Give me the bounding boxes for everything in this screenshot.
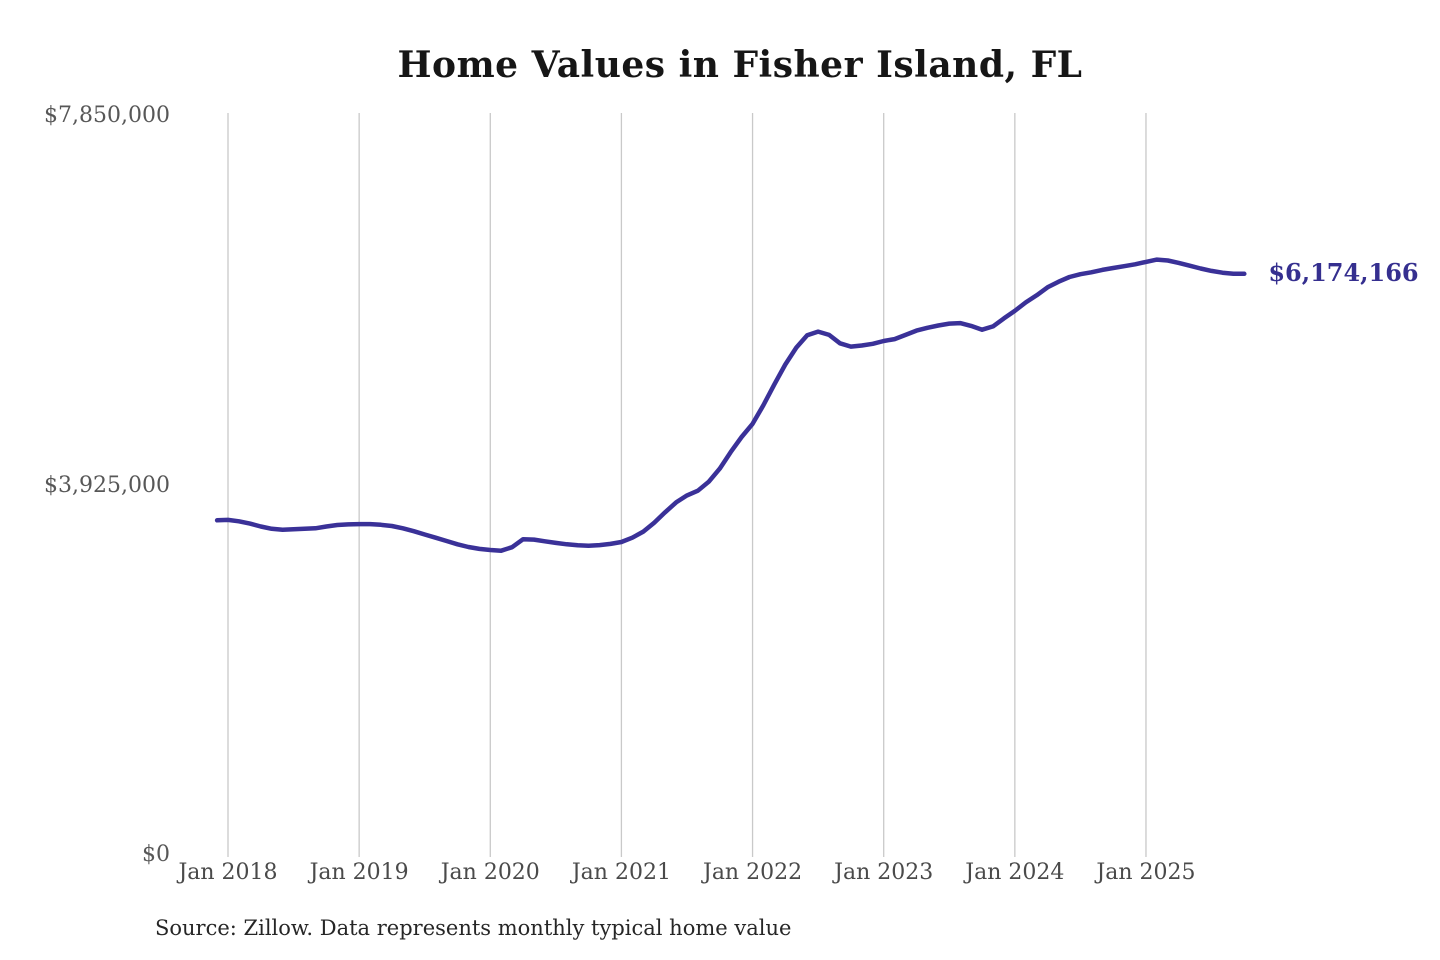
x-tick-label: Jan 2022 xyxy=(703,860,803,885)
source-note: Source: Zillow. Data represents monthly … xyxy=(155,916,792,940)
x-tick-label: Jan 2023 xyxy=(834,860,934,885)
y-tick-label: $3,925,000 xyxy=(44,472,170,498)
x-tick-label: Jan 2025 xyxy=(1096,860,1196,885)
x-tick-label: Jan 2021 xyxy=(571,860,671,885)
x-tick-label: Jan 2018 xyxy=(178,860,278,885)
y-tick-label: $0 xyxy=(142,842,170,867)
y-tick-label: $7,850,000 xyxy=(44,103,170,128)
vertical-gridlines xyxy=(227,113,1147,857)
chart-title: Home Values in Fisher Island, FL xyxy=(397,44,1083,86)
latest-value-label: $6,174,166 xyxy=(1268,257,1419,287)
x-tick-label: Jan 2019 xyxy=(309,860,409,885)
x-tick-label: Jan 2024 xyxy=(965,860,1065,885)
x-tick-label: Jan 2020 xyxy=(440,860,540,885)
home-value-line xyxy=(214,257,1247,553)
